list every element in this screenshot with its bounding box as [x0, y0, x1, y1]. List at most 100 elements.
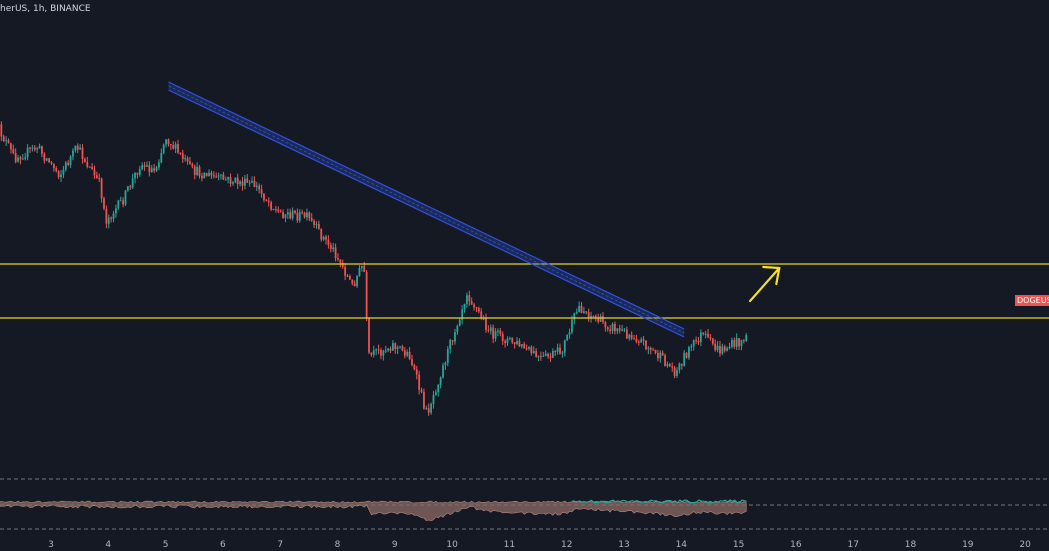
x-tick-label: 6: [220, 540, 226, 550]
candle-body: [673, 367, 676, 376]
x-tick-label: 8: [335, 540, 341, 550]
candle-body: [339, 259, 342, 264]
candle-body: [654, 349, 657, 353]
candle-body: [124, 190, 127, 205]
candle-body: [372, 350, 375, 355]
candle-body: [363, 265, 366, 272]
candle-body: [384, 350, 387, 352]
candle-body: [69, 156, 72, 165]
candle-body: [714, 343, 717, 351]
candle-body: [568, 332, 571, 335]
candle-body: [544, 353, 547, 356]
candle-body: [134, 172, 136, 179]
candle-body: [67, 162, 70, 165]
x-tick-label: 18: [905, 540, 917, 550]
candle-body: [115, 208, 117, 214]
candle-body: [637, 341, 640, 343]
candle-body: [501, 333, 504, 342]
candle-body: [241, 181, 244, 186]
candle-body: [425, 408, 428, 410]
candle-body: [618, 328, 621, 331]
candle-body: [136, 172, 139, 175]
candle-body: [0, 124, 3, 137]
candle-body: [487, 330, 490, 332]
candle-body: [578, 305, 581, 312]
candle-body: [86, 161, 89, 167]
candle-body: [236, 177, 239, 185]
candle-body: [461, 309, 464, 320]
candle-body: [275, 209, 277, 211]
candle-body: [279, 211, 282, 213]
candle-body: [599, 316, 602, 322]
x-tick-label: 16: [790, 540, 802, 550]
candle-body: [449, 340, 452, 350]
candle-body: [174, 144, 177, 149]
candle-body: [726, 348, 729, 351]
candle-body: [7, 140, 10, 144]
candle-body: [246, 178, 249, 183]
candle-body: [107, 217, 110, 224]
candle-body: [540, 355, 542, 357]
candle-body: [566, 334, 569, 341]
candle-body: [473, 304, 475, 308]
candle-body: [310, 218, 313, 221]
candle-body: [368, 317, 370, 353]
candle-body: [573, 313, 576, 320]
candle-body: [88, 166, 91, 168]
candle-body: [590, 316, 592, 318]
candle-body: [48, 158, 50, 163]
candle-body: [745, 334, 748, 341]
projection-arrow-shaft: [748, 266, 781, 303]
candle-body: [716, 345, 719, 351]
candle-body: [666, 364, 669, 367]
candle-body: [475, 307, 478, 309]
channel-mid-line: [168, 85, 685, 334]
candle-body: [349, 276, 351, 280]
candle-body: [95, 175, 98, 179]
candle-body: [532, 351, 535, 354]
candle-body: [72, 150, 74, 157]
candle-body: [14, 153, 17, 162]
candle-body: [719, 345, 721, 354]
candle-body: [24, 157, 27, 159]
candle-body: [508, 337, 511, 339]
candle-body: [523, 344, 526, 349]
candle-body: [270, 202, 273, 210]
candle-body: [263, 193, 265, 200]
candle-body: [466, 295, 468, 305]
candle-body: [442, 365, 444, 378]
candle-body: [707, 333, 709, 337]
candle-body: [633, 338, 635, 340]
candle-body: [325, 236, 327, 240]
candle-body: [582, 311, 585, 314]
candle-body: [571, 319, 573, 333]
candle-body: [480, 311, 483, 319]
candle-body: [623, 329, 626, 331]
candle-body: [587, 312, 590, 318]
candle-body: [377, 349, 380, 351]
candle-body: [382, 350, 385, 356]
candle-body: [621, 329, 623, 331]
x-tick-label: 15: [733, 540, 744, 550]
projection-arrow-head: [762, 265, 781, 286]
candle-body: [408, 351, 411, 360]
candle-body: [315, 224, 318, 226]
candle-body: [676, 370, 678, 376]
candle-body: [468, 295, 471, 302]
candle-body: [301, 212, 304, 214]
candle-body: [289, 212, 292, 219]
candle-body: [229, 177, 232, 184]
candle-body: [602, 316, 604, 323]
candle-body: [327, 239, 330, 245]
candle-body: [420, 389, 423, 392]
candle-body: [497, 330, 499, 332]
candle-body: [664, 355, 666, 367]
candle-body: [356, 276, 358, 287]
candle-body: [38, 146, 41, 149]
candle-body: [100, 178, 103, 199]
candle-body: [110, 217, 113, 219]
candle-body: [200, 175, 203, 179]
candle-body: [547, 353, 549, 357]
candle-body: [84, 159, 86, 162]
